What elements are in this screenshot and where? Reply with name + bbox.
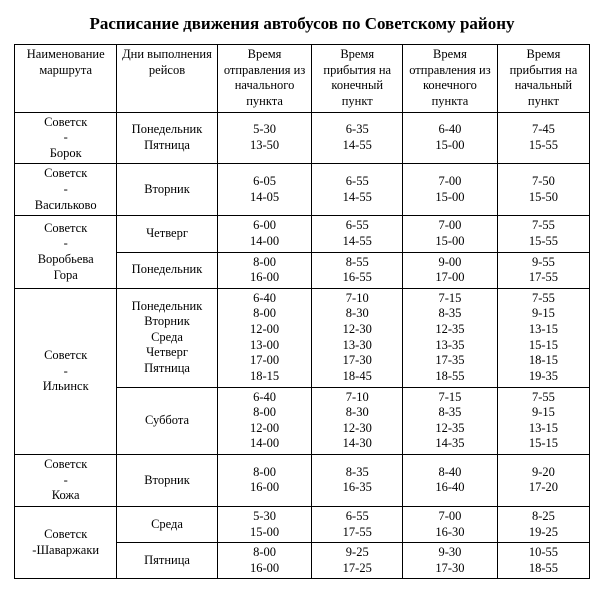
page-title: Расписание движения автобусов по Советск… [14,14,590,34]
table-row: Советск-ШаваржакиСреда5-3015-006-5517-55… [15,506,590,542]
col-days: Дни выполнения рейсов [117,45,217,113]
schedule-table: Наименование маршрута Дни выполнения рей… [14,44,590,579]
table-row: Советск-КожаВторник8-0016-008-3516-358-4… [15,455,590,507]
cell-route: Советск-Борок [15,112,117,164]
cell-depart-end: 7-158-3512-3513-3517-3518-55 [403,288,498,387]
cell-route: Советск-Кожа [15,455,117,507]
cell-days: Четверг [117,216,217,252]
cell-depart-start: 6-0014-00 [217,216,312,252]
cell-depart-start: 6-408-0012-0014-00 [217,387,312,455]
cell-days: Понедельник [117,252,217,288]
col-depart-start: Время отправления из начального пункта [217,45,312,113]
table-row: Советск-БорокПонедельникПятница5-3013-50… [15,112,590,164]
cell-arrive-end: 7-108-3012-3013-3017-3018-45 [312,288,403,387]
cell-depart-end: 7-0015-00 [403,216,498,252]
cell-arrive-start: 10-5518-55 [497,543,589,579]
cell-depart-start: 8-0016-00 [217,543,312,579]
cell-arrive-end: 6-3514-55 [312,112,403,164]
cell-route: Советск-Васильково [15,164,117,216]
cell-depart-end: 7-0015-00 [403,164,498,216]
cell-days: Пятница [117,543,217,579]
cell-depart-start: 5-3013-50 [217,112,312,164]
cell-days: Суббота [117,387,217,455]
table-row: Советск-ВоробьеваГораЧетверг6-0014-006-5… [15,216,590,252]
cell-depart-start: 6-408-0012-0013-0017-0018-15 [217,288,312,387]
cell-arrive-end: 8-5516-55 [312,252,403,288]
cell-route: Советск-ВоробьеваГора [15,216,117,289]
cell-arrive-end: 6-5514-55 [312,164,403,216]
cell-arrive-start: 7-559-1513-1515-15 [497,387,589,455]
cell-arrive-end: 7-108-3012-3014-30 [312,387,403,455]
col-route: Наименование маршрута [15,45,117,113]
cell-days: Среда [117,506,217,542]
cell-arrive-end: 9-2517-25 [312,543,403,579]
col-arrive-end: Время прибытия на конечный пункт [312,45,403,113]
cell-arrive-start: 7-5515-55 [497,216,589,252]
cell-arrive-start: 8-2519-25 [497,506,589,542]
cell-depart-start: 6-0514-05 [217,164,312,216]
cell-arrive-end: 8-3516-35 [312,455,403,507]
cell-depart-end: 8-4016-40 [403,455,498,507]
cell-days: Вторник [117,455,217,507]
cell-depart-end: 7-0016-30 [403,506,498,542]
cell-arrive-end: 6-5517-55 [312,506,403,542]
cell-depart-start: 8-0016-00 [217,252,312,288]
table-row: Советск-ВасильковоВторник6-0514-056-5514… [15,164,590,216]
cell-route: Советск-Шаваржаки [15,506,117,579]
table-row: Советск-ИльинскПонедельникВторникСредаЧе… [15,288,590,387]
cell-arrive-end: 6-5514-55 [312,216,403,252]
cell-days: ПонедельникВторникСредаЧетвергПятница [117,288,217,387]
cell-depart-end: 9-3017-30 [403,543,498,579]
cell-depart-end: 9-0017-00 [403,252,498,288]
header-row: Наименование маршрута Дни выполнения рей… [15,45,590,113]
cell-depart-start: 5-3015-00 [217,506,312,542]
cell-arrive-start: 9-2017-20 [497,455,589,507]
cell-depart-end: 6-4015-00 [403,112,498,164]
col-depart-end: Время отправления из конечного пункта [403,45,498,113]
cell-arrive-start: 7-4515-55 [497,112,589,164]
cell-depart-start: 8-0016-00 [217,455,312,507]
cell-depart-end: 7-158-3512-3514-35 [403,387,498,455]
cell-arrive-start: 7-559-1513-1515-1518-1519-35 [497,288,589,387]
cell-route: Советск-Ильинск [15,288,117,454]
cell-days: Вторник [117,164,217,216]
cell-arrive-start: 9-5517-55 [497,252,589,288]
cell-arrive-start: 7-5015-50 [497,164,589,216]
cell-days: ПонедельникПятница [117,112,217,164]
col-arrive-start: Время прибытия на начальный пункт [497,45,589,113]
